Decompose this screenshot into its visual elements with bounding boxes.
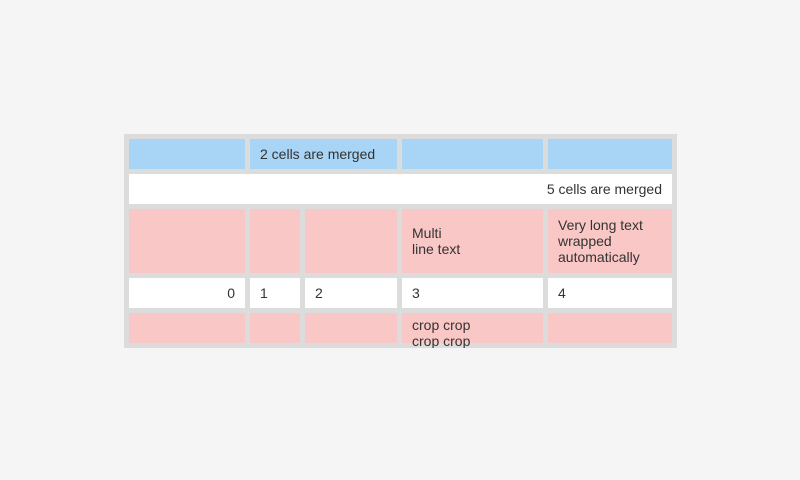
table-cell-r1c5[interactable] (548, 139, 672, 169)
cell-text: 0 (227, 285, 235, 301)
table-cell-r2-merged[interactable]: 5 cells are merged (129, 174, 672, 204)
table-cell-r4c3[interactable]: 2 (305, 278, 397, 308)
table-cell-r1-merged[interactable]: 2 cells are merged (250, 139, 397, 169)
cell-text: 1 (260, 285, 268, 301)
table-cell-r5c4[interactable]: crop crop crop crop (402, 313, 543, 348)
cell-text: 5 cells are merged (546, 181, 662, 197)
table-cell-r5c2[interactable] (250, 313, 300, 343)
table-cell-r1c1[interactable] (129, 139, 245, 169)
cell-text: 2 (315, 285, 323, 301)
table: 2 cells are merged 5 cells are merged Mu… (124, 134, 677, 348)
table-cell-r4c5[interactable]: 4 (548, 278, 672, 308)
table-cell-r4c2[interactable]: 1 (250, 278, 300, 308)
table-cell-r3c1[interactable] (129, 209, 245, 273)
table-cell-r1c4[interactable] (402, 139, 543, 169)
table-cell-r3c5[interactable]: Very long text wrapped automatically (548, 209, 672, 273)
cell-text: 4 (558, 285, 566, 301)
table-cell-r3c3[interactable] (305, 209, 397, 273)
cell-text: Multi line text (412, 225, 461, 257)
table-cell-r4c4[interactable]: 3 (402, 278, 543, 308)
cell-text: crop crop crop crop (412, 317, 471, 348)
cell-text: Very long text wrapped automatically (558, 217, 643, 265)
table-cell-r5c3[interactable] (305, 313, 397, 343)
table-cell-r5c1[interactable] (129, 313, 245, 343)
cell-text: 2 cells are merged (260, 146, 376, 162)
table-cell-r3c2[interactable] (250, 209, 300, 273)
cell-text: 3 (412, 285, 420, 301)
table-cell-r5c5[interactable] (548, 313, 672, 343)
table-cell-r4c1[interactable]: 0 (129, 278, 245, 308)
table-cell-r3c4[interactable]: Multi line text (402, 209, 543, 273)
